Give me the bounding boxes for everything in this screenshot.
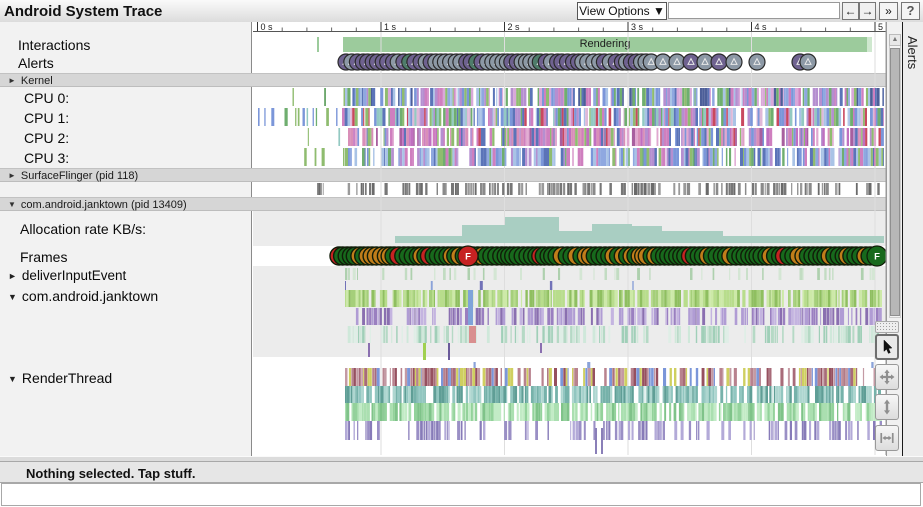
view-options-button[interactable]: View Options ▼ (577, 2, 667, 20)
page-title: Android System Trace (4, 3, 163, 20)
svg-text:4 s: 4 s (755, 22, 768, 32)
row-label-cpu2: CPU 2: (24, 130, 70, 146)
zoom-tool-button[interactable] (875, 394, 899, 420)
select-tool-button[interactable] (875, 334, 899, 360)
row-label-text: deliverInputEvent (21, 268, 127, 283)
expander-icon: ► (8, 171, 16, 180)
status-message: Nothing selected. Tap stuff. (26, 466, 196, 481)
expander-icon: ▼ (8, 374, 17, 384)
svg-text:3 s: 3 s (631, 22, 644, 32)
section-header-label: SurfaceFlinger (pid 118) (20, 170, 139, 182)
alerts-side-tab[interactable]: Alerts (903, 22, 923, 456)
section-header-label: com.android.janktown (pid 13409) (20, 199, 187, 211)
bottom-divider[interactable] (0, 456, 923, 461)
status-bar: Nothing selected. Tap stuff. (0, 461, 923, 483)
section-header-label: Kernel (20, 75, 53, 87)
row-label-alerts: Alerts (18, 55, 54, 71)
row-label-cpu1: CPU 1: (24, 110, 70, 126)
row-label-cpu0: CPU 0: (24, 90, 70, 106)
row-label-interactions: Interactions (18, 37, 91, 53)
pan-tool-button[interactable] (875, 364, 899, 390)
expander-icon: ► (8, 76, 16, 85)
vertical-zoom-icon (884, 399, 890, 415)
title-bar: Android System Trace View Options ▼ ← → … (0, 0, 923, 23)
expander-icon: ► (8, 271, 17, 281)
rendering-interaction-bar[interactable]: Rendering (343, 37, 867, 52)
timing-tool-button[interactable] (875, 425, 899, 451)
track-label-panel (0, 22, 252, 456)
rendering-bar-tail (867, 37, 872, 52)
row-label-janktown-thread[interactable]: ▼ com.android.janktown (8, 288, 158, 304)
panel-divider (902, 22, 903, 456)
section-header-kernel[interactable]: ► Kernel (0, 73, 902, 87)
row-label-text: RenderThread (21, 370, 113, 386)
row-label-renderthread[interactable]: ▼ RenderThread (8, 370, 112, 386)
svg-text:0 s: 0 s (261, 22, 274, 32)
svg-text:F: F (465, 252, 471, 263)
svg-text:F: F (874, 252, 880, 263)
svg-text:5 s: 5 s (878, 22, 891, 32)
section-header-surfaceflinger[interactable]: ► SurfaceFlinger (pid 118) (0, 168, 902, 182)
svg-text:2 s: 2 s (508, 22, 521, 32)
toolbar-panel (668, 2, 840, 19)
section-header-janktown[interactable]: ▼ com.android.janktown (pid 13409) (0, 197, 902, 211)
scrollbar-up-button[interactable]: ▲ (889, 34, 901, 46)
row-label-deliverinputevent[interactable]: ► deliverInputEvent (8, 268, 126, 283)
more-button[interactable]: » (879, 2, 898, 20)
tool-palette-handle[interactable] (875, 321, 899, 333)
scrollbar-thumb[interactable] (890, 48, 900, 316)
help-button[interactable]: ? (901, 2, 920, 20)
alerts-side-tab-label: Alerts (905, 36, 920, 70)
svg-text:1 s: 1 s (384, 22, 397, 32)
pan-left-button[interactable]: ← (842, 2, 859, 20)
pan-icon (879, 369, 895, 385)
cursor-icon (883, 339, 893, 354)
expander-icon: ▼ (8, 292, 17, 302)
row-label-text: com.android.janktown (21, 288, 159, 304)
row-label-allocation-rate: Allocation rate KB/s: (20, 221, 147, 237)
row-label-cpu3: CPU 3: (24, 150, 70, 166)
timing-icon (880, 433, 894, 443)
row-label-frames: Frames (20, 249, 68, 265)
selection-detail-panel (1, 483, 921, 506)
pan-right-button[interactable]: → (859, 2, 876, 20)
expander-icon: ▼ (8, 200, 16, 209)
